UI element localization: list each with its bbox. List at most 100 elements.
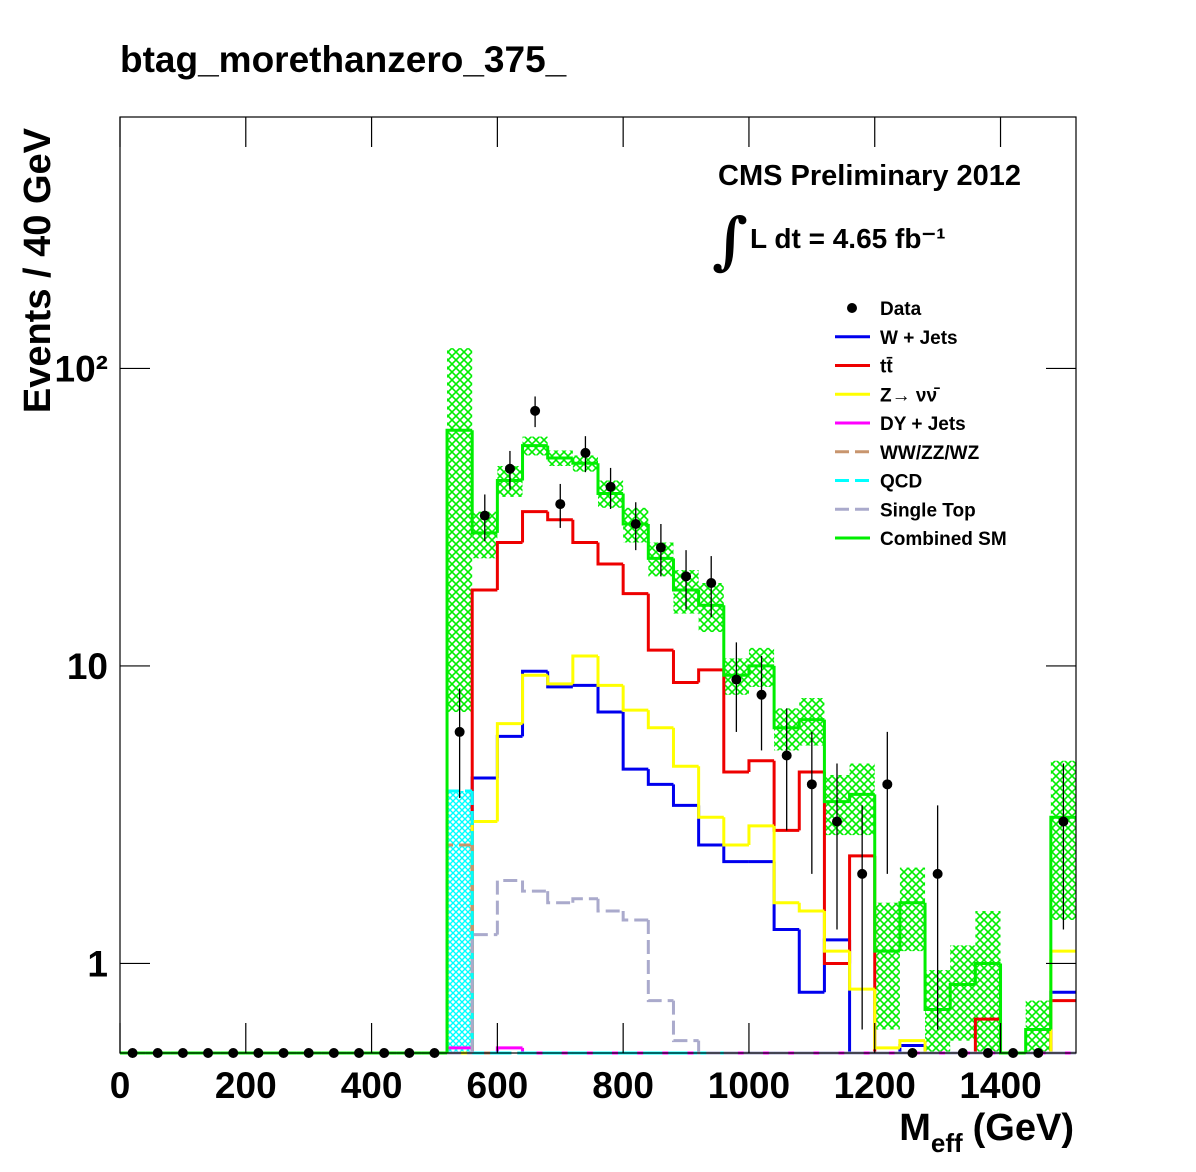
histogram-step xyxy=(1049,815,1076,1030)
legend-label: Data xyxy=(880,299,922,320)
histogram-step xyxy=(571,683,598,687)
histogram-step xyxy=(521,673,548,724)
histogram-step xyxy=(646,593,674,652)
plot-frame xyxy=(119,116,1077,1054)
x-axis-label: Meff (GeV) xyxy=(899,1107,1074,1158)
histogram-step xyxy=(571,654,598,684)
histogram-step xyxy=(822,719,850,804)
histogram-step xyxy=(671,727,699,768)
uncertainty-band xyxy=(975,911,1001,1053)
histogram-step xyxy=(596,685,624,714)
y-tick-label: 10 xyxy=(67,646,108,687)
data-point xyxy=(806,779,817,790)
histogram-step xyxy=(646,769,674,786)
uncertainty-band xyxy=(899,867,926,952)
chart-title: btag_morethanzero_375_ xyxy=(120,39,567,80)
histogram-step xyxy=(797,718,825,728)
histogram-step xyxy=(521,880,548,893)
histogram-step xyxy=(470,430,498,535)
histogram-step xyxy=(596,463,624,495)
histogram-step xyxy=(797,770,825,831)
histogram-step xyxy=(722,845,749,864)
x-label-unit: (GeV) xyxy=(973,1107,1074,1149)
histogram-step xyxy=(848,951,875,991)
data-point xyxy=(681,571,692,582)
histogram-step xyxy=(571,519,598,544)
histogram-step xyxy=(571,897,598,903)
hatched-fill xyxy=(447,790,473,1053)
data-point xyxy=(882,779,893,790)
histogram-step xyxy=(646,523,674,560)
x-tick-label: 1400 xyxy=(959,1065,1041,1106)
histogram-step xyxy=(546,445,573,460)
histogram-step xyxy=(898,901,926,952)
histogram-step xyxy=(495,540,523,590)
data-point xyxy=(630,518,641,529)
legend-label: DY + Jets xyxy=(880,414,966,435)
histogram-step xyxy=(621,911,649,922)
histogram-step xyxy=(571,457,598,465)
data-point xyxy=(454,726,465,737)
histogram-step xyxy=(671,784,699,807)
legend-label: Single Top xyxy=(880,500,976,521)
uncertainty-band xyxy=(447,348,473,713)
histogram-step xyxy=(923,902,951,1012)
histogram-step xyxy=(596,898,624,913)
histogram-step xyxy=(722,669,749,774)
histogram-step xyxy=(873,794,900,953)
legend-label: QCD xyxy=(880,472,922,493)
annotation: L dt = 4.65 fb⁻¹ xyxy=(750,223,946,254)
x-tick-label: 200 xyxy=(215,1065,277,1106)
histogram-step xyxy=(747,824,775,846)
histogram-step xyxy=(621,564,649,596)
y-axis-label: Events / 40 GeV xyxy=(17,127,59,413)
histogram-step xyxy=(546,675,573,686)
legend-label: W + Jets xyxy=(880,328,958,349)
histogram-step xyxy=(445,428,473,1053)
y-tick-label: 10² xyxy=(55,348,108,389)
histogram-step xyxy=(747,759,775,773)
data-point xyxy=(580,447,591,458)
histogram-step xyxy=(596,655,624,687)
histogram-step xyxy=(747,664,775,676)
histogram-step xyxy=(772,665,800,730)
annotation: CMS Preliminary 2012 xyxy=(718,160,1021,192)
legend-label: tt̄ xyxy=(880,357,893,378)
legend-label: Combined SM xyxy=(880,529,1007,550)
x-tick-label: 400 xyxy=(341,1065,403,1106)
histogram-step xyxy=(521,444,548,481)
histogram-step xyxy=(898,1039,926,1048)
y-tick-label: 1 xyxy=(87,943,108,984)
histogram-step xyxy=(848,854,875,964)
histogram-step xyxy=(948,982,976,1010)
histogram-step xyxy=(596,542,624,566)
data-point xyxy=(706,578,717,589)
histogram-step xyxy=(722,605,749,677)
histogram-step xyxy=(822,911,850,953)
histogram-step xyxy=(495,879,523,935)
data-point xyxy=(731,674,742,685)
histogram-step xyxy=(722,817,749,847)
histogram-step xyxy=(546,891,573,905)
annotation-integral: ∫ xyxy=(712,204,748,277)
histogram-step xyxy=(521,510,548,543)
histogram-step xyxy=(697,668,724,683)
data-point xyxy=(530,405,541,416)
histogram-step xyxy=(621,685,649,712)
data-point xyxy=(655,542,666,553)
legend-label: Z→ νν̄ xyxy=(880,385,940,406)
x-tick-label: 800 xyxy=(592,1065,654,1106)
x-tick-label: 1000 xyxy=(708,1065,790,1106)
legend-marker xyxy=(847,303,857,313)
data-point xyxy=(1058,816,1069,827)
histogram-step xyxy=(772,825,800,905)
data-point xyxy=(832,816,842,827)
histogram-step xyxy=(797,929,825,994)
histogram-step xyxy=(848,792,875,802)
data-point xyxy=(756,689,767,700)
histogram-step xyxy=(671,650,699,684)
uncertainty-band xyxy=(1025,1000,1051,1053)
histogram-step xyxy=(546,511,573,522)
histogram-step xyxy=(495,722,523,822)
